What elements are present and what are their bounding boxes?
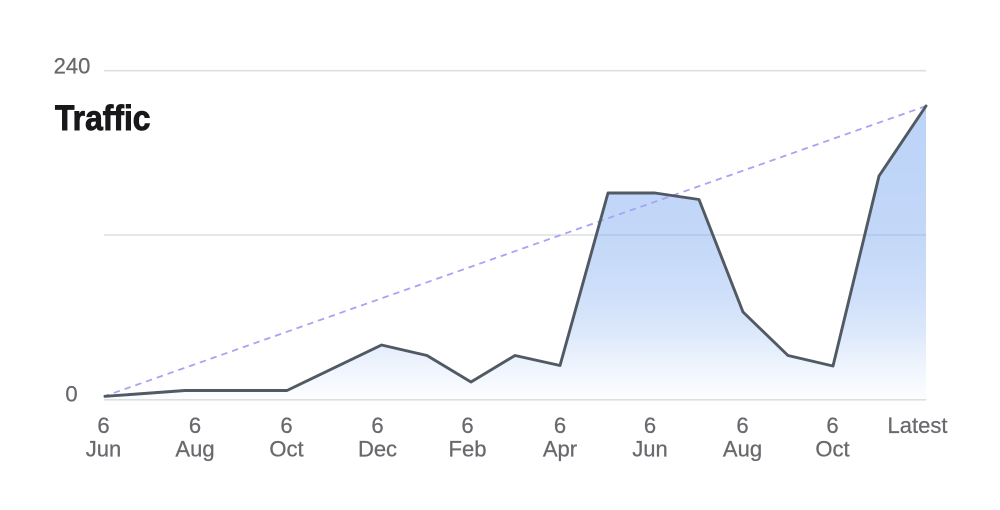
svg-text:Latest: Latest	[888, 413, 948, 438]
svg-text:Dec: Dec	[358, 437, 397, 462]
svg-text:Apr: Apr	[543, 437, 577, 462]
svg-text:Jun: Jun	[86, 437, 121, 462]
svg-text:6: 6	[736, 413, 748, 438]
svg-text:6: 6	[97, 413, 109, 438]
svg-text:Jun: Jun	[632, 437, 667, 462]
svg-text:6: 6	[371, 413, 383, 438]
svg-text:6: 6	[644, 413, 656, 438]
svg-text:240: 240	[54, 54, 91, 79]
svg-text:Aug: Aug	[175, 437, 214, 462]
svg-text:0: 0	[65, 382, 77, 407]
svg-text:6: 6	[461, 413, 473, 438]
svg-text:Oct: Oct	[269, 437, 303, 462]
svg-text:6: 6	[826, 413, 838, 438]
svg-text:6: 6	[554, 413, 566, 438]
svg-text:6: 6	[189, 413, 201, 438]
svg-text:Aug: Aug	[723, 437, 762, 462]
svg-text:6: 6	[280, 413, 292, 438]
svg-text:Feb: Feb	[449, 437, 487, 462]
svg-text:Traffic: Traffic	[55, 99, 151, 138]
svg-text:Oct: Oct	[815, 437, 849, 462]
